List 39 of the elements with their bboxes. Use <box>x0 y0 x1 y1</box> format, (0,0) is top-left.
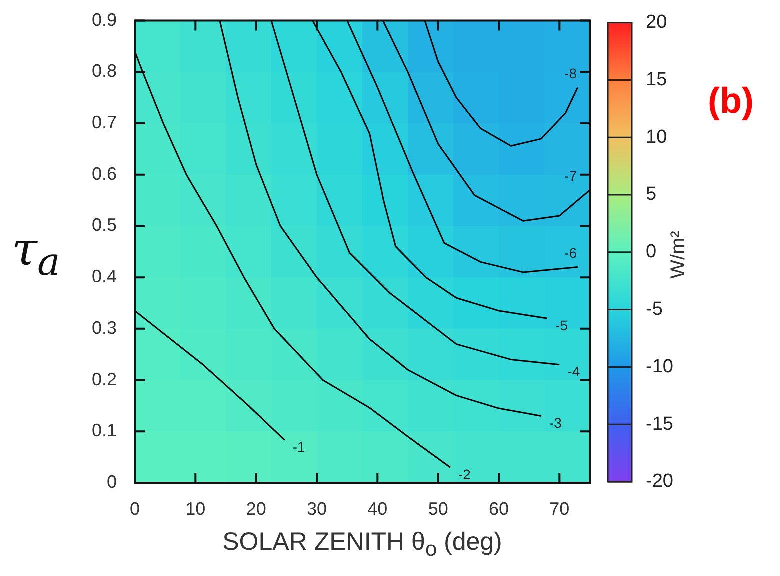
y-tick-label: 0.8 <box>92 61 117 82</box>
x-tick-label: 10 <box>186 498 206 519</box>
series-label: -1 <box>292 439 306 456</box>
x-tick-label: 40 <box>368 498 388 519</box>
y-tick-label: 0 <box>106 472 117 492</box>
color-bar-label: -5 <box>646 299 663 320</box>
x-tick-label: 70 <box>550 498 570 519</box>
series-label: -5 <box>556 318 568 334</box>
color-bar-label: 10 <box>646 126 668 148</box>
y-tick-label: 0.5 <box>92 215 117 236</box>
series-label: -8 <box>564 65 578 82</box>
y-tick-label: 0.7 <box>92 112 117 132</box>
y-tick-label: 0.1 <box>92 420 117 441</box>
x-tick-label: 0 <box>130 498 140 519</box>
x-tick-label: 20 <box>246 498 266 519</box>
color-bar-title: W/m² <box>667 231 690 279</box>
x-tick-label: 30 <box>306 498 328 519</box>
color-bar-label: -10 <box>646 356 674 378</box>
color-bar-label: 15 <box>646 69 668 90</box>
y-axis-title: τ$_{a}$ <box>12 222 60 286</box>
color-bar-label: 20 <box>646 12 668 34</box>
text: (b) <box>708 80 754 122</box>
series-label: -6 <box>564 245 578 262</box>
color-bar-label: 0 <box>646 242 657 263</box>
series-label: -7 <box>564 168 578 184</box>
x-tick-label: 60 <box>488 498 510 519</box>
color-bar-label: -20 <box>646 471 674 492</box>
y-tick-label: 0.9 <box>92 10 117 30</box>
series-label: -3 <box>549 415 562 432</box>
y-tick-label: 0.4 <box>92 266 117 287</box>
series-label: -2 <box>458 466 472 482</box>
y-tick-label: 0.3 <box>92 318 117 338</box>
x-axis-title: SOLAR ZENITH θ$_{o}$ (deg) <box>222 528 504 562</box>
color-bar-label: 5 <box>646 184 657 206</box>
series-label: -4 <box>568 364 580 380</box>
color-bar-label: -15 <box>646 414 674 435</box>
y-tick-label: 0.6 <box>92 164 117 184</box>
y-tick-label: 0.2 <box>92 369 117 390</box>
x-tick-label: 50 <box>428 498 448 519</box>
